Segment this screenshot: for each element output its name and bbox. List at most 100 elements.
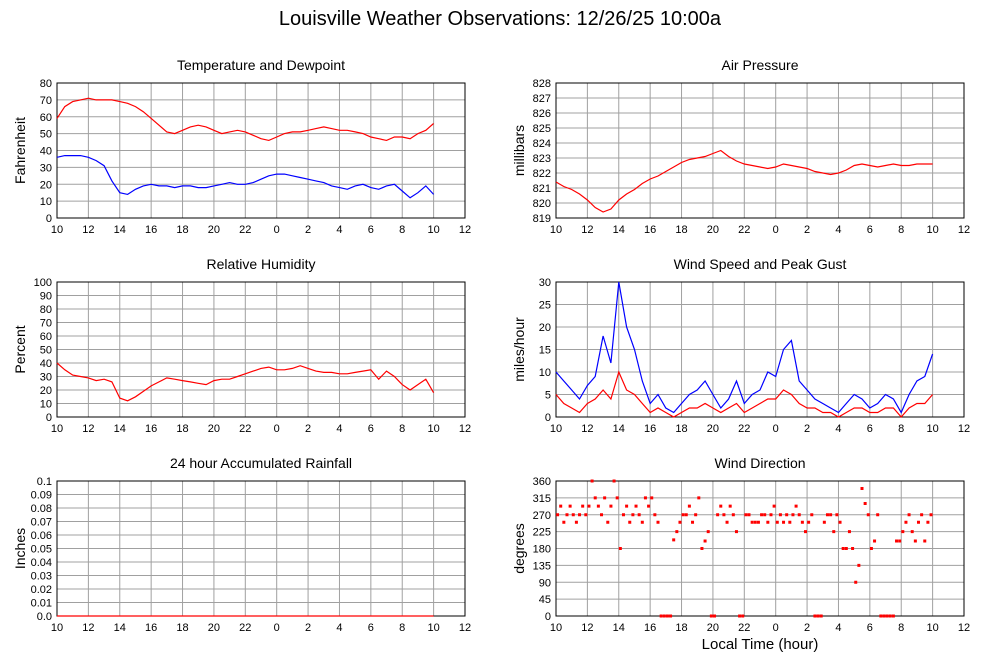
scatter-point: [920, 513, 924, 517]
panel-wind-direction: Wind Direction degrees 10 12 14 16 18 20 22 0 2 4 6 8…: [511, 455, 970, 634]
x-tick-label: 12: [581, 622, 593, 634]
y-tick-label: 90: [539, 577, 551, 589]
scatter-point: [593, 496, 597, 500]
y-tick-label: 0.08: [31, 503, 52, 515]
scatter-point: [681, 513, 685, 517]
y-tick-label: 0: [545, 412, 551, 424]
scatter-point: [603, 496, 607, 500]
x-tick-label: 4: [835, 423, 841, 435]
scatter-point: [785, 513, 789, 517]
x-tick-label: 6: [867, 622, 873, 634]
scatter-point: [760, 513, 764, 517]
x-tick-label: 22: [738, 423, 750, 435]
y-tick-label: 824: [533, 138, 551, 150]
scatter-point: [634, 504, 638, 508]
scatter-point: [879, 614, 883, 618]
scatter-point: [876, 513, 880, 517]
y-tick-label: 10: [539, 367, 551, 379]
scatter-point: [807, 520, 811, 524]
scatter-point: [590, 479, 594, 483]
scatter-point: [788, 520, 792, 524]
scatter-point: [565, 513, 569, 517]
x-tick-label: 22: [239, 622, 251, 634]
scatter-point: [804, 530, 808, 534]
scatter-point: [741, 614, 745, 618]
scatter-point: [766, 520, 770, 524]
x-tick-label: 20: [707, 224, 719, 236]
x-tick-label: 4: [336, 224, 342, 236]
y-tick-label: 823: [533, 153, 551, 165]
scatter-point: [825, 513, 829, 517]
y-tick-label: 135: [533, 560, 551, 572]
scatter-point: [669, 614, 673, 618]
y-tick-label: 821: [533, 183, 551, 195]
scatter-point: [659, 614, 663, 618]
y-axis-label: Fahrenheit: [12, 117, 28, 184]
x-tick-label: 14: [114, 224, 126, 236]
x-tick-label: 8: [399, 622, 405, 634]
x-tick-label: 16: [145, 423, 157, 435]
chart-title: 24 hour Accumulated Rainfall: [170, 455, 352, 471]
x-tick-label: 8: [898, 224, 904, 236]
scatter-point: [753, 520, 757, 524]
scatter-point: [882, 614, 886, 618]
y-tick-label: 826: [533, 108, 551, 120]
x-tick-label: 6: [867, 224, 873, 236]
x-tick-label: 12: [82, 224, 94, 236]
scatter-point: [631, 513, 635, 517]
scatter-point: [895, 539, 899, 543]
scatter-point: [841, 547, 845, 550]
scatter-point: [829, 513, 833, 517]
y-tick-label: 0.07: [31, 517, 52, 529]
x-tick-label: 12: [82, 423, 94, 435]
y-axis-label: Inches: [12, 528, 28, 569]
x-tick-label: 12: [958, 622, 970, 634]
scatter-point: [694, 513, 698, 517]
x-tick-label: 8: [399, 423, 405, 435]
x-tick-label: 0: [773, 423, 779, 435]
x-tick-label: 18: [675, 423, 687, 435]
x-tick-label: 2: [804, 622, 810, 634]
x-tick-label: 20: [208, 224, 220, 236]
plot-frame: [56, 281, 466, 418]
y-tick-label: 0.01: [31, 598, 52, 610]
scatter-point: [637, 513, 641, 517]
y-tick-label: 180: [533, 544, 551, 556]
scatter-point: [728, 504, 732, 508]
x-tick-label: 10: [926, 224, 938, 236]
y-tick-label: 822: [533, 168, 551, 180]
y-tick-label: 45: [539, 594, 551, 606]
x-tick-label: 10: [51, 423, 63, 435]
series-line: [56, 155, 435, 199]
panel-temperature: Temperature and Dewpoint Fahrenheit 10 12 14…: [12, 57, 471, 236]
scatter-point: [609, 504, 613, 508]
scatter-point: [625, 504, 629, 508]
scatter-point: [756, 520, 760, 524]
x-tick-label: 6: [368, 423, 374, 435]
y-tick-label: 100: [34, 277, 52, 289]
y-tick-label: 827: [533, 93, 551, 105]
panel-pressure: Air Pressure millibars 10 12 14 16 18 20 22 0 2 4 6 8…: [511, 57, 970, 236]
x-tick-label: 18: [176, 224, 188, 236]
x-tick-label: 18: [176, 622, 188, 634]
scatter-point: [584, 513, 588, 517]
scatter-point: [901, 530, 905, 534]
scatter-point: [709, 614, 713, 618]
y-tick-label: 828: [533, 78, 551, 90]
scatter-point: [869, 547, 873, 550]
scatter-point: [716, 513, 720, 517]
scatter-point: [778, 513, 782, 517]
scatter-point: [832, 530, 836, 534]
x-tick-label: 18: [675, 224, 687, 236]
x-tick-label: 2: [305, 224, 311, 236]
scatter-point: [662, 614, 666, 618]
x-tick-label: 12: [581, 423, 593, 435]
y-tick-label: 0.03: [31, 571, 52, 583]
scatter-point: [860, 487, 864, 490]
x-tick-label: 2: [305, 622, 311, 634]
plot-frame: [555, 480, 965, 617]
scatter-point: [578, 513, 582, 517]
scatter-point: [600, 513, 604, 517]
scatter-point: [596, 504, 600, 508]
y-tick-label: 20: [40, 179, 52, 191]
